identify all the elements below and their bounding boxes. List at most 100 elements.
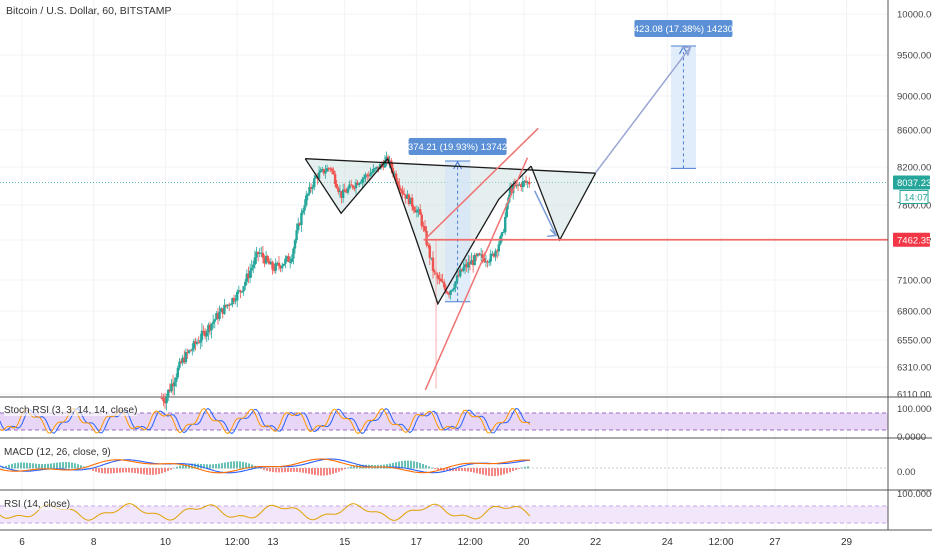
candle-body <box>409 197 412 205</box>
candle-body <box>346 188 350 193</box>
candle-body <box>393 173 396 175</box>
candle-body <box>528 181 531 185</box>
candle-body <box>244 281 247 287</box>
indicator-pane-backgrounds <box>0 396 932 531</box>
candle-body <box>479 254 483 256</box>
time-axis[interactable]: 6 8 10 12:00 13 15 17 12:00 20 22 24 12:00 27 29 <box>0 529 932 548</box>
candle-body <box>391 168 395 174</box>
price-tick: 6110.00 <box>897 390 931 401</box>
candle-body <box>168 389 172 392</box>
candle-body <box>162 398 165 402</box>
macd-bar <box>392 462 394 469</box>
macd-bar <box>284 468 286 473</box>
candle-body <box>364 174 367 178</box>
macd-bar <box>137 468 139 474</box>
candle-body <box>431 257 435 271</box>
candle-body <box>324 171 327 174</box>
candle-body <box>255 251 258 258</box>
neckline <box>305 158 596 174</box>
macd-bar <box>68 462 70 469</box>
price-tick: 9500.00 <box>897 51 931 62</box>
candle-body <box>292 248 295 259</box>
candle-body <box>208 324 212 331</box>
candle-body <box>407 194 411 205</box>
macd-bar <box>140 468 142 474</box>
macd-bar <box>419 462 421 469</box>
candle-body <box>410 197 414 207</box>
measure-label-large: 1423.08 (17.38%) 142308 <box>628 24 738 35</box>
macd-bar <box>134 468 136 474</box>
candle-body <box>418 209 422 215</box>
candle-body <box>329 168 332 170</box>
candle-body <box>457 275 460 277</box>
macd-bar <box>26 462 28 469</box>
macd-bar <box>191 463 193 469</box>
macd-bar <box>464 468 466 472</box>
candle-body <box>390 160 393 169</box>
macd-bar <box>113 468 115 474</box>
macd-bar <box>398 461 400 469</box>
macd-bar <box>230 461 232 469</box>
macd-bar <box>443 468 445 471</box>
macd-bar <box>278 468 280 473</box>
candle-body <box>343 189 346 192</box>
candle-body <box>510 188 513 193</box>
macd-bar <box>407 460 409 469</box>
candle-body <box>305 195 308 206</box>
macd-bar <box>479 468 481 475</box>
macd-bar <box>59 462 61 469</box>
candle-body <box>218 311 221 319</box>
macd-bar <box>293 468 295 472</box>
countdown-tag <box>899 189 929 204</box>
macd-bar <box>5 465 7 469</box>
candle-body <box>452 287 456 290</box>
candle-body <box>439 278 443 282</box>
candle-body <box>462 267 465 271</box>
candle-body <box>356 182 359 186</box>
macd-bar <box>485 468 487 476</box>
candle-body <box>173 381 176 387</box>
candle-body <box>313 178 316 188</box>
stoch-tick: 0.0000 <box>897 432 926 443</box>
candle-body <box>430 257 433 259</box>
down-arrow <box>533 190 557 236</box>
candle-body <box>335 184 338 189</box>
macd-bar <box>308 468 310 474</box>
candle-body <box>412 206 415 210</box>
candle-body <box>523 180 526 182</box>
candle-body <box>247 273 250 279</box>
macd-bar <box>425 465 427 469</box>
candle-body <box>210 323 213 331</box>
macd-bar <box>155 468 157 475</box>
candle-body <box>447 293 451 295</box>
macd-bar <box>101 468 103 474</box>
candle-body <box>354 182 358 189</box>
candle-body <box>186 352 189 354</box>
macd-bar <box>260 468 262 469</box>
candle-body <box>285 256 289 259</box>
macd-bar <box>455 468 457 472</box>
candle-body <box>361 178 364 183</box>
candle-body <box>266 256 269 262</box>
candle-body <box>374 168 377 170</box>
macd-bar <box>413 461 415 469</box>
candle-body <box>202 330 205 332</box>
candle-body <box>242 286 245 292</box>
candle-body <box>192 341 196 349</box>
trend-drawings[interactable] <box>304 45 888 391</box>
candle-body <box>370 172 374 174</box>
macd-bar <box>80 465 82 469</box>
candle-body <box>205 332 208 337</box>
candle-body <box>426 244 430 246</box>
macd-bar <box>236 461 238 469</box>
price-axis[interactable]: 10000.00 9500.00 9000.00 8600.00 8200.00 7800… <box>887 0 932 530</box>
candle-body <box>505 203 509 217</box>
price-tick: 6310.00 <box>897 363 931 374</box>
candle-body <box>504 216 507 233</box>
macd-bar <box>494 468 496 477</box>
macd-bar <box>38 463 40 469</box>
macd-bar <box>266 468 268 471</box>
macd-bar <box>350 466 352 469</box>
macd-bar <box>329 468 331 475</box>
